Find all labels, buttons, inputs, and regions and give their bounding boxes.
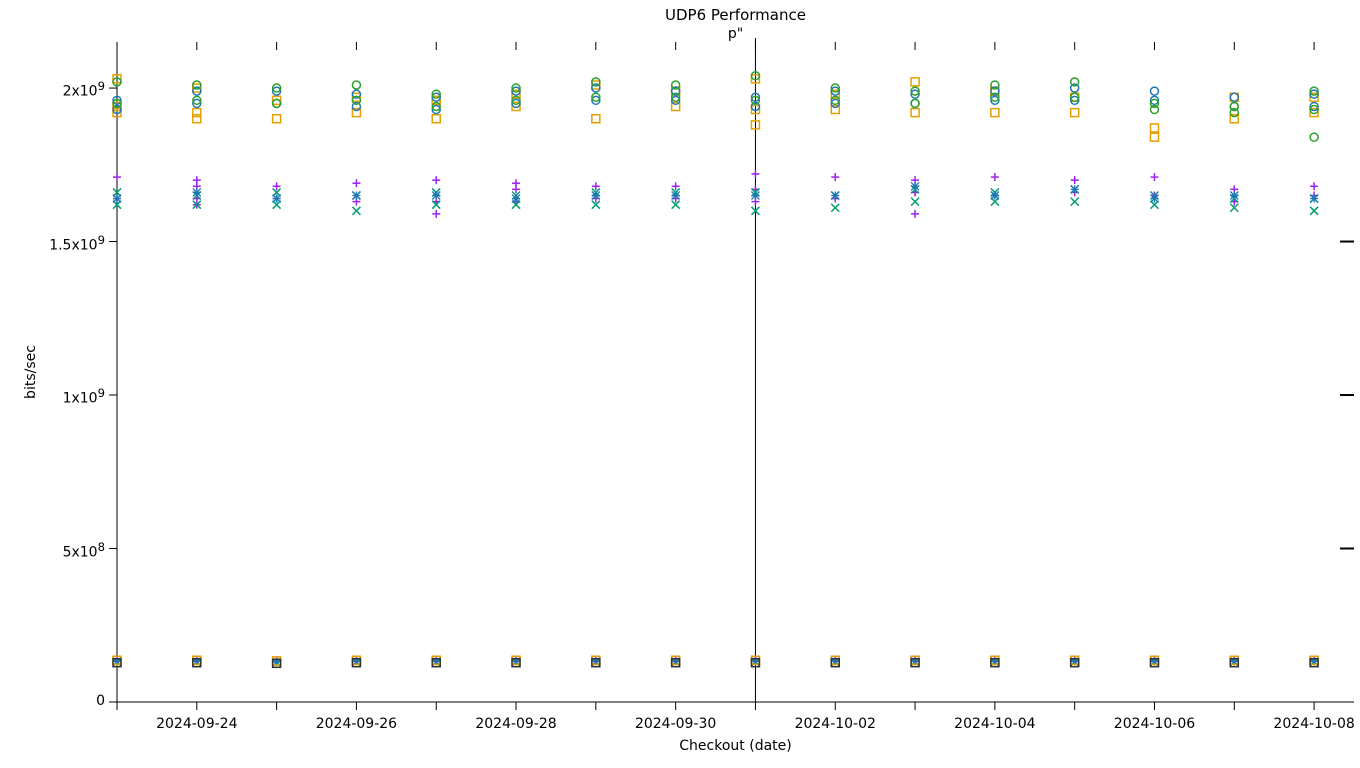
svg-text:2024-10-02: 2024-10-02 bbox=[795, 716, 876, 732]
y-tick-label: 1.5x109 bbox=[49, 233, 105, 254]
svg-text:2024-09-28: 2024-09-28 bbox=[475, 716, 556, 732]
svg-text:2024-10-06: 2024-10-06 bbox=[1114, 716, 1195, 732]
svg-text:Checkout (date): Checkout (date) bbox=[679, 738, 791, 754]
svg-text:UDP6 Performance: UDP6 Performance bbox=[665, 6, 806, 24]
svg-text:2024-09-26: 2024-09-26 bbox=[316, 716, 397, 732]
svg-text:2024-10-04: 2024-10-04 bbox=[954, 716, 1035, 732]
udp6-performance-chart: UDP6 Performance p" Checkout (date) bits/se… bbox=[0, 0, 1360, 768]
svg-text:2024-09-24: 2024-09-24 bbox=[156, 716, 237, 732]
y-tick-label: 2x109 bbox=[63, 79, 105, 100]
svg-text:2024-10-08: 2024-10-08 bbox=[1273, 716, 1354, 732]
y-tick-label: 5x108 bbox=[63, 540, 105, 561]
y-tick-label: 1x109 bbox=[63, 386, 105, 407]
svg-text:2024-09-30: 2024-09-30 bbox=[635, 716, 716, 732]
svg-text:p": p" bbox=[728, 26, 743, 42]
y-tick-label: 0 bbox=[96, 693, 105, 709]
svg-text:bits/sec: bits/sec bbox=[23, 345, 39, 399]
